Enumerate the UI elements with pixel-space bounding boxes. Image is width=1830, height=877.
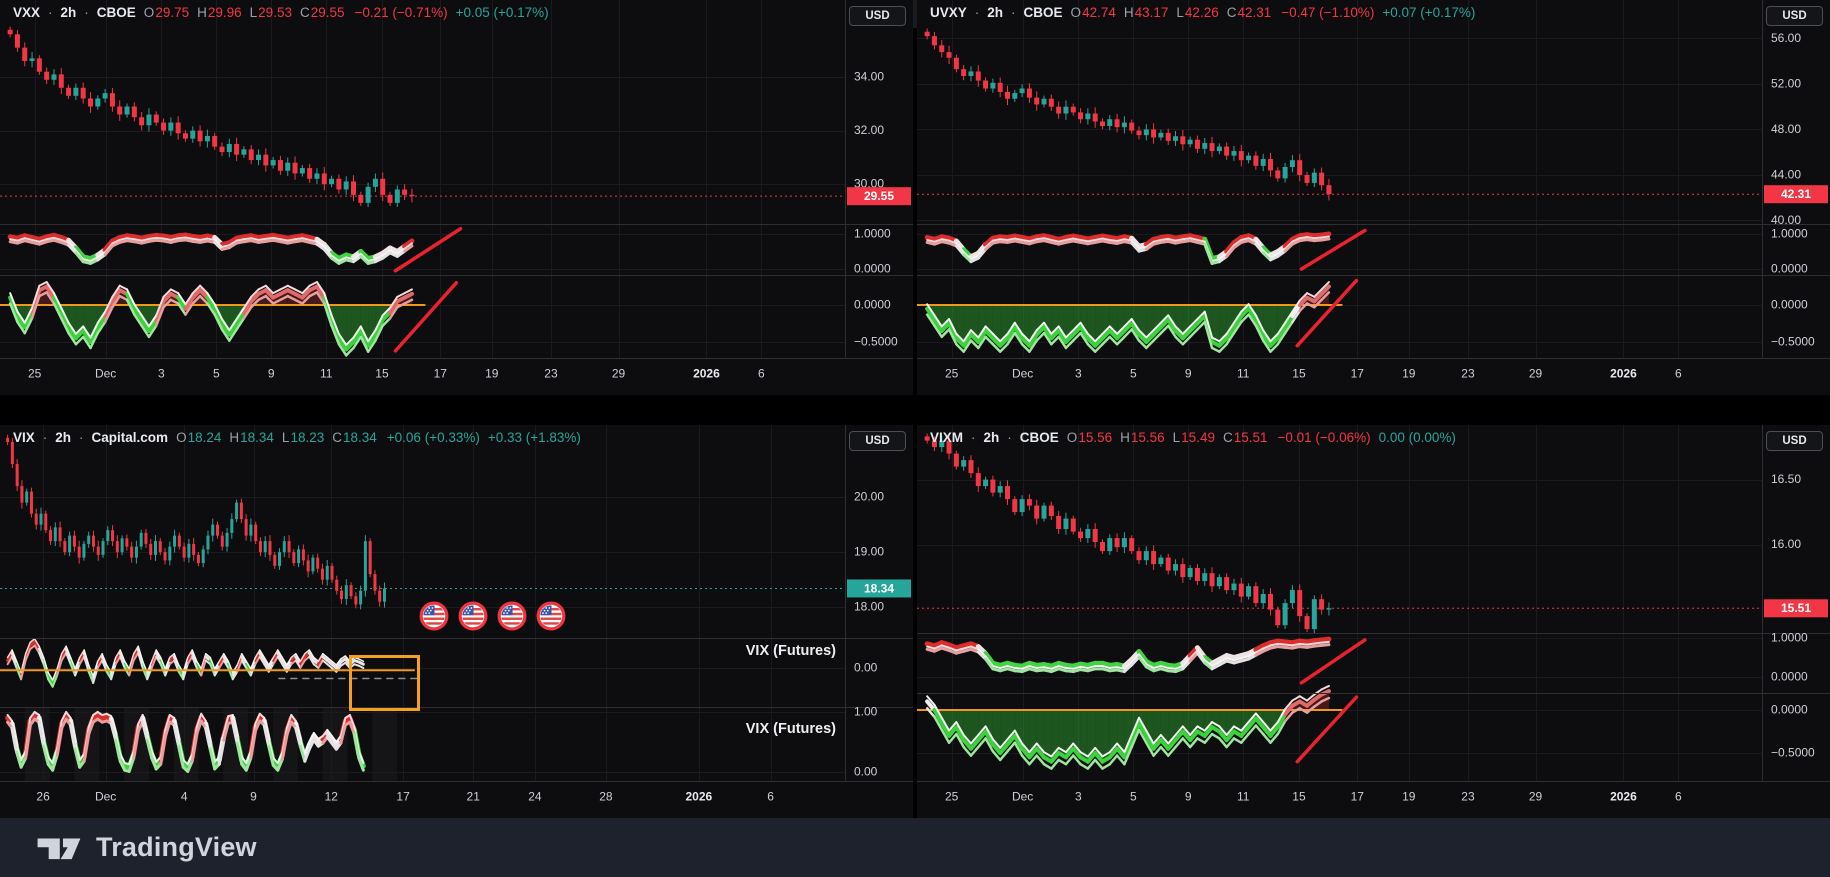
exchange-label: CBOE	[1023, 5, 1063, 20]
symbol-legend-vxx[interactable]: VXX · 2h · CBOE O 29.75 H 29.96 L 29.53 C 29.55 …	[13, 5, 549, 20]
us-flag-icon[interactable]	[419, 601, 449, 631]
change-value: −0.01 (−0.06%)	[1277, 430, 1371, 445]
change-value: −0.21 (−0.71%)	[354, 5, 448, 20]
currency-button[interactable]: USD	[849, 6, 906, 26]
chart-canvas-vixm[interactable]	[917, 425, 1830, 818]
symbol-name: VXX	[13, 5, 41, 20]
symbol-name: UVXY	[930, 5, 967, 20]
symbol-name: VIXM	[930, 430, 964, 445]
symbol-legend-uvxy[interactable]: UVXY · 2h · CBOE O 42.74 H 43.17 L 42.26 C 42.31…	[930, 5, 1476, 20]
footer-bar: TradingView	[0, 818, 1830, 877]
currency-button[interactable]: USD	[1766, 431, 1823, 451]
tradingview-logo-icon[interactable]	[36, 831, 82, 865]
extended-change-value: +0.05 (+0.17%)	[455, 5, 549, 20]
symbol-legend-vixm[interactable]: VIXM · 2h · CBOE O 15.56 H 15.56 L 15.49 C 15.51…	[930, 430, 1456, 445]
extended-change-value: +0.33 (+1.83%)	[487, 430, 581, 445]
currency-button[interactable]: USD	[849, 431, 906, 451]
currency-button[interactable]: USD	[1766, 6, 1823, 26]
us-flag-icon[interactable]	[497, 601, 527, 631]
change-value: +0.06 (+0.33%)	[386, 430, 480, 445]
chart-canvas-uvxy[interactable]	[917, 0, 1830, 395]
highlight-box-annotation[interactable]	[349, 655, 420, 711]
chart-panel-vxx: VXX · 2h · CBOE O 29.75 H 29.96 L 29.53 C 29.55 …	[0, 0, 913, 395]
change-value: −0.47 (−1.10%)	[1281, 5, 1375, 20]
exchange-label: CBOE	[96, 5, 136, 20]
exchange-label: CBOE	[1019, 430, 1059, 445]
pane-title-vix-futures-1: VIX (Futures)	[745, 643, 836, 659]
interval-label: 2h	[60, 5, 77, 20]
pane-title-vix-futures-2: VIX (Futures)	[745, 721, 836, 737]
tradingview-brand-text[interactable]: TradingView	[96, 832, 257, 862]
chart-panel-vix: VIX · 2h · Capital.com O 18.24 H 18.34 L 18.23 …	[0, 425, 913, 818]
chart-canvas-vix[interactable]	[0, 425, 913, 818]
interval-label: 2h	[987, 5, 1004, 20]
chart-canvas-vxx[interactable]	[0, 0, 913, 395]
us-flag-icon[interactable]	[458, 601, 488, 631]
chart-panel-vixm: VIXM · 2h · CBOE O 15.56 H 15.56 L 15.49 C 15.51…	[917, 425, 1830, 818]
symbol-legend-vix[interactable]: VIX · 2h · Capital.com O 18.24 H 18.34 L 18.23 …	[13, 430, 581, 445]
interval-label: 2h	[983, 430, 1000, 445]
us-flag-icon[interactable]	[536, 601, 566, 631]
interval-label: 2h	[55, 430, 72, 445]
symbol-name: VIX	[13, 430, 35, 445]
flag-markers-row	[419, 601, 566, 631]
extended-change-value: +0.07 (+0.17%)	[1382, 5, 1476, 20]
extended-change-value: 0.00 (0.00%)	[1378, 430, 1456, 445]
chart-panel-uvxy: UVXY · 2h · CBOE O 42.74 H 43.17 L 42.26 C 42.31…	[917, 0, 1830, 395]
exchange-label: Capital.com	[91, 430, 169, 445]
